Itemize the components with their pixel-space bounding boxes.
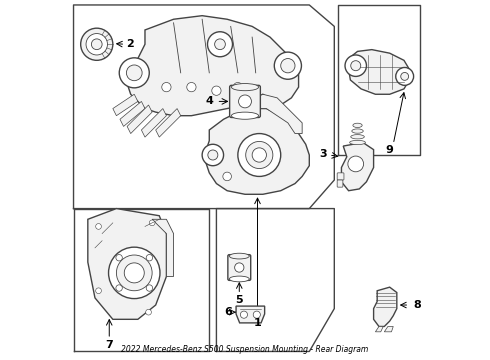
Polygon shape <box>120 102 145 126</box>
Circle shape <box>348 156 364 172</box>
FancyBboxPatch shape <box>337 173 344 180</box>
Polygon shape <box>113 94 138 116</box>
Circle shape <box>233 82 243 92</box>
Polygon shape <box>127 105 152 134</box>
Circle shape <box>146 309 151 315</box>
Text: 7: 7 <box>105 340 113 350</box>
Circle shape <box>116 255 122 261</box>
Circle shape <box>96 224 101 229</box>
Polygon shape <box>348 50 409 94</box>
Text: 4: 4 <box>205 96 213 107</box>
Circle shape <box>149 220 155 226</box>
Circle shape <box>239 95 251 108</box>
Text: 6: 6 <box>224 307 232 317</box>
Polygon shape <box>384 327 393 332</box>
Ellipse shape <box>229 253 249 259</box>
Circle shape <box>92 39 102 50</box>
Circle shape <box>252 148 267 162</box>
Circle shape <box>345 55 367 76</box>
Circle shape <box>241 311 247 318</box>
Ellipse shape <box>352 129 363 133</box>
Circle shape <box>96 288 101 294</box>
Circle shape <box>109 247 160 298</box>
Text: 1: 1 <box>254 318 261 328</box>
Circle shape <box>401 72 409 80</box>
Text: 2022 Mercedes-Benz S500 Suspension Mounting - Rear Diagram: 2022 Mercedes-Benz S500 Suspension Mount… <box>122 345 368 354</box>
Circle shape <box>212 86 221 95</box>
Polygon shape <box>142 109 167 137</box>
Circle shape <box>146 285 152 291</box>
Circle shape <box>126 65 142 81</box>
Text: 8: 8 <box>414 300 421 310</box>
Circle shape <box>86 33 107 55</box>
Circle shape <box>119 58 149 88</box>
Circle shape <box>281 59 295 73</box>
Polygon shape <box>156 109 181 137</box>
Polygon shape <box>342 143 373 191</box>
Polygon shape <box>152 219 173 276</box>
Polygon shape <box>236 306 265 323</box>
Polygon shape <box>256 94 302 134</box>
Circle shape <box>124 263 144 283</box>
Polygon shape <box>88 208 167 319</box>
Ellipse shape <box>231 84 259 91</box>
Ellipse shape <box>350 140 366 145</box>
Polygon shape <box>127 16 298 116</box>
Circle shape <box>187 82 196 92</box>
Circle shape <box>202 144 223 166</box>
Circle shape <box>223 172 231 181</box>
Ellipse shape <box>351 135 364 139</box>
Circle shape <box>146 255 152 261</box>
Circle shape <box>238 134 281 176</box>
Circle shape <box>81 28 113 60</box>
Polygon shape <box>375 327 383 332</box>
Circle shape <box>116 285 122 291</box>
Text: 9: 9 <box>386 145 393 155</box>
Circle shape <box>215 39 225 50</box>
Polygon shape <box>206 109 309 194</box>
Polygon shape <box>373 287 397 327</box>
Text: 5: 5 <box>236 295 243 305</box>
Text: 2: 2 <box>126 39 134 49</box>
Circle shape <box>245 141 273 168</box>
Circle shape <box>117 255 152 291</box>
Ellipse shape <box>229 276 249 282</box>
Ellipse shape <box>231 112 259 119</box>
FancyBboxPatch shape <box>228 255 251 280</box>
Circle shape <box>235 263 244 272</box>
Text: 3: 3 <box>320 149 327 159</box>
FancyBboxPatch shape <box>337 180 343 187</box>
Circle shape <box>162 82 171 92</box>
FancyBboxPatch shape <box>230 85 260 117</box>
Circle shape <box>396 67 414 85</box>
Ellipse shape <box>353 123 362 127</box>
Circle shape <box>351 61 361 71</box>
Circle shape <box>208 150 218 160</box>
Circle shape <box>207 32 232 57</box>
Circle shape <box>253 311 260 318</box>
Circle shape <box>274 52 301 79</box>
